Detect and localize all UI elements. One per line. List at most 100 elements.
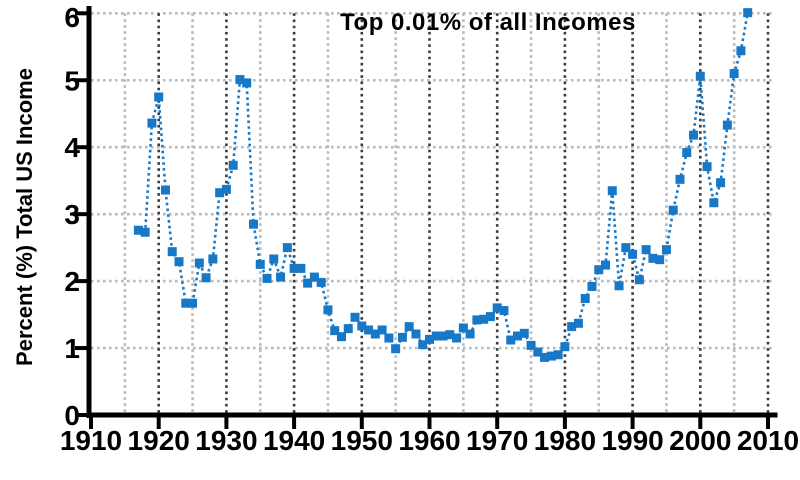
data-point-marker — [567, 322, 577, 332]
data-point-marker — [221, 184, 231, 194]
x-axis-tick — [359, 417, 364, 429]
data-point-marker — [235, 75, 245, 85]
data-point-marker — [397, 332, 407, 342]
x-axis-tick — [156, 417, 161, 429]
data-point-marker — [526, 340, 536, 350]
data-point-marker — [208, 254, 218, 264]
data-point-marker — [628, 249, 638, 259]
data-point-marker — [695, 71, 705, 81]
y-tick-label: 3 — [64, 199, 80, 230]
x-tick-label: 2010 — [737, 425, 799, 456]
data-point-marker — [485, 312, 495, 322]
x-axis — [86, 412, 778, 418]
data-point-marker — [458, 323, 468, 333]
data-point-marker — [404, 322, 414, 332]
data-point-marker — [201, 273, 211, 283]
data-point-marker — [519, 328, 529, 338]
data-point-marker — [661, 245, 671, 255]
y-axis-tick — [75, 346, 87, 351]
data-point-marker — [452, 333, 462, 343]
data-point-marker — [154, 92, 164, 102]
x-tick-label: 1980 — [534, 425, 596, 456]
x-tick-label: 1990 — [601, 425, 663, 456]
data-point-marker — [682, 148, 692, 158]
data-point-marker — [553, 350, 563, 360]
chart-title: Top 0.01% of all Incomes — [340, 9, 636, 36]
data-point-marker — [147, 118, 157, 128]
data-point-marker — [709, 198, 719, 208]
y-axis-tick — [75, 145, 87, 150]
y-tick-label: 4 — [64, 132, 80, 163]
data-point-marker — [445, 330, 455, 340]
data-point-marker — [188, 298, 198, 308]
y-tick-label: 5 — [64, 65, 80, 96]
y-axis-label: Percent (%) Total US Income — [12, 68, 37, 366]
x-tick-label: 1910 — [60, 425, 122, 456]
data-point-marker — [418, 340, 428, 350]
data-point-marker — [215, 188, 225, 198]
data-point-marker — [133, 225, 143, 235]
x-axis-tick — [224, 417, 229, 429]
data-point-marker — [607, 186, 617, 196]
y-tick-label: 1 — [64, 333, 80, 364]
data-point-marker — [492, 303, 502, 313]
data-point-marker — [614, 281, 624, 291]
x-tick-label: 1920 — [128, 425, 190, 456]
y-tick-label: 6 — [64, 2, 80, 33]
data-point-marker — [675, 174, 685, 184]
data-point-marker — [167, 247, 177, 257]
data-point-marker — [499, 306, 509, 316]
y-axis-tick — [75, 413, 87, 417]
data-point-marker — [722, 120, 732, 130]
data-point-marker — [634, 275, 644, 285]
y-axis-tick — [75, 279, 87, 284]
data-point-marker — [560, 342, 570, 352]
x-tick-label: 1940 — [263, 425, 325, 456]
x-axis-tick — [562, 417, 567, 429]
data-point-marker — [377, 325, 387, 335]
data-point-marker — [174, 257, 184, 267]
data-point-marker — [282, 243, 292, 253]
data-point-marker — [668, 205, 678, 215]
data-point-marker — [350, 312, 360, 322]
data-point-marker — [276, 272, 286, 282]
data-point-marker — [248, 219, 258, 229]
y-axis-tick — [75, 212, 87, 217]
x-tick-label: 1960 — [398, 425, 460, 456]
data-point-marker — [255, 259, 265, 269]
data-point-marker — [309, 272, 319, 282]
x-tick-label: 1970 — [466, 425, 528, 456]
data-point-marker — [140, 227, 150, 237]
x-tick-label: 1950 — [331, 425, 393, 456]
x-axis-tick — [292, 417, 297, 429]
data-point-marker — [573, 318, 583, 328]
data-point-marker — [228, 160, 238, 170]
data-point-marker — [303, 278, 313, 288]
y-axis-tick — [75, 78, 87, 83]
data-point-marker — [181, 298, 191, 308]
data-point-marker — [736, 46, 746, 56]
data-point-marker — [689, 130, 699, 140]
data-point-marker — [370, 329, 380, 339]
data-point-marker — [336, 332, 346, 342]
data-point-marker — [729, 69, 739, 79]
data-point-marker — [580, 294, 590, 304]
data-point-marker — [540, 352, 550, 362]
x-axis-tick — [766, 417, 770, 429]
data-point-marker — [716, 178, 726, 188]
data-point-marker — [479, 314, 489, 324]
data-point-marker — [594, 265, 604, 275]
x-axis-tick — [427, 417, 432, 429]
data-point-marker — [546, 351, 556, 361]
data-point-marker — [262, 273, 272, 283]
data-point-marker — [431, 331, 441, 341]
data-point-marker — [323, 305, 333, 315]
data-point-marker — [357, 321, 367, 331]
x-axis-tick — [630, 417, 635, 429]
x-tick-label: 1930 — [195, 425, 257, 456]
data-point-marker — [621, 243, 631, 253]
y-tick-label: 2 — [64, 266, 80, 297]
y-tick-label: 0 — [64, 400, 80, 431]
